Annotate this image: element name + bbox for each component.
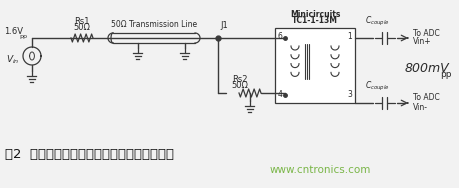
Text: $C_{couple}$: $C_{couple}$ [364,15,389,28]
Text: 图2  使用不平衡变压器进行单端到差分的转换: 图2 使用不平衡变压器进行单端到差分的转换 [5,148,174,161]
Text: Vin+: Vin+ [412,37,431,46]
Text: 4: 4 [277,90,282,99]
Text: To ADC: To ADC [412,93,439,102]
Text: 800mV: 800mV [404,62,448,75]
Text: $C_{couple}$: $C_{couple}$ [364,80,389,93]
Text: Minicircuits: Minicircuits [289,10,340,19]
Text: Vin-: Vin- [412,102,427,111]
Text: Rs2: Rs2 [232,75,247,84]
Bar [274,28,354,103]
Text: 50Ω: 50Ω [231,81,248,90]
Text: pp: pp [19,34,27,39]
Text: Rs1: Rs1 [74,17,90,26]
Text: 6: 6 [277,32,282,41]
Text: 1: 1 [346,32,351,41]
Text: 50Ω: 50Ω [73,23,90,32]
Text: 1.6V: 1.6V [4,27,23,36]
Text: $V_{in}$: $V_{in}$ [6,54,19,66]
Text: TC1-1-13M: TC1-1-13M [291,16,337,25]
Text: 50Ω Transmission Line: 50Ω Transmission Line [111,20,196,29]
Text: J1: J1 [219,21,227,30]
Text: 3: 3 [346,90,351,99]
Text: pp: pp [439,70,451,79]
Text: www.cntronics.com: www.cntronics.com [269,165,370,175]
Text: To ADC: To ADC [412,29,439,37]
